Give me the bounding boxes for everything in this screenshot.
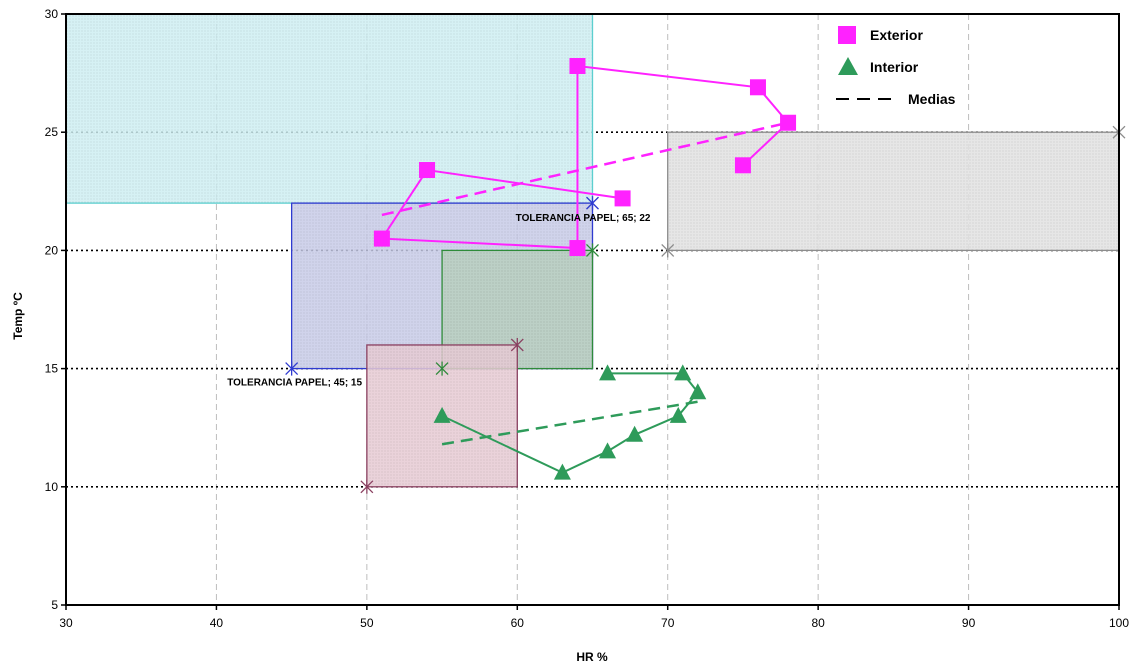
exterior-point-5: [749, 79, 766, 96]
exterior-point-2: [373, 230, 390, 247]
exterior-point-7: [734, 157, 751, 174]
annotation-0: TOLERANCIA PAPEL; 65; 22: [516, 213, 651, 224]
x-tick-label-60: 60: [511, 616, 525, 630]
legend-triangle-icon: [838, 57, 858, 75]
x-tick-label-40: 40: [210, 616, 224, 630]
y-tick-label-30: 30: [45, 7, 59, 21]
exterior-point-6: [780, 114, 797, 131]
exterior-point-0: [614, 190, 631, 207]
y-axis-title: Temp ºC: [11, 292, 25, 340]
exterior-point-1: [419, 162, 436, 179]
y-tick-label-5: 5: [51, 598, 58, 612]
x-tick-label-80: 80: [811, 616, 825, 630]
legend-label-medias: Medias: [908, 91, 956, 107]
medias-line-1: [441, 400, 699, 446]
y-tick-label-10: 10: [45, 480, 59, 494]
legend-square-icon: [838, 26, 856, 44]
x-tick-label-100: 100: [1109, 616, 1129, 630]
legend-item-medias: Medias: [836, 91, 956, 107]
x-tick-label-50: 50: [360, 616, 374, 630]
medias-line-0: [381, 121, 789, 217]
legend-label-interior: Interior: [870, 59, 919, 75]
region-marker-3: [586, 243, 599, 258]
x-tick-label-90: 90: [962, 616, 976, 630]
interior-point-6: [553, 463, 571, 480]
y-tick-label-20: 20: [45, 243, 59, 257]
x-tick-label-70: 70: [661, 616, 675, 630]
plot-frame: [65, 13, 1120, 606]
interior-point-1: [674, 364, 692, 381]
legend-item-interior: Interior: [838, 57, 919, 75]
interior-point-7: [433, 406, 451, 423]
exterior-point-3: [569, 240, 586, 257]
region-marker-6: [661, 243, 675, 258]
interior-point-0: [599, 364, 617, 381]
y-tick-label-15: 15: [45, 362, 59, 376]
region-marker-4: [360, 479, 374, 494]
x-tick-label-30: 30: [59, 616, 73, 630]
interior-point-4: [626, 425, 644, 442]
annotation-1: TOLERANCIA PAPEL; 45; 15: [227, 378, 362, 389]
grey-zone-outline: [667, 131, 1120, 252]
interior-point-5: [599, 442, 617, 459]
region-marker-2: [435, 361, 449, 376]
interior-point-3: [669, 406, 687, 423]
cyan-zone-outline: [65, 13, 594, 204]
x-axis-title: HR %: [576, 650, 608, 664]
legend-label-exterior: Exterior: [870, 27, 923, 43]
y-tick-label-25: 25: [45, 125, 59, 139]
region-marker-5: [510, 337, 524, 352]
region-marker-1: [586, 196, 599, 211]
interior-point-2: [689, 383, 707, 400]
region-marker-0: [285, 361, 299, 376]
exterior-point-4: [569, 58, 586, 75]
legend-item-exterior: Exterior: [838, 26, 923, 44]
